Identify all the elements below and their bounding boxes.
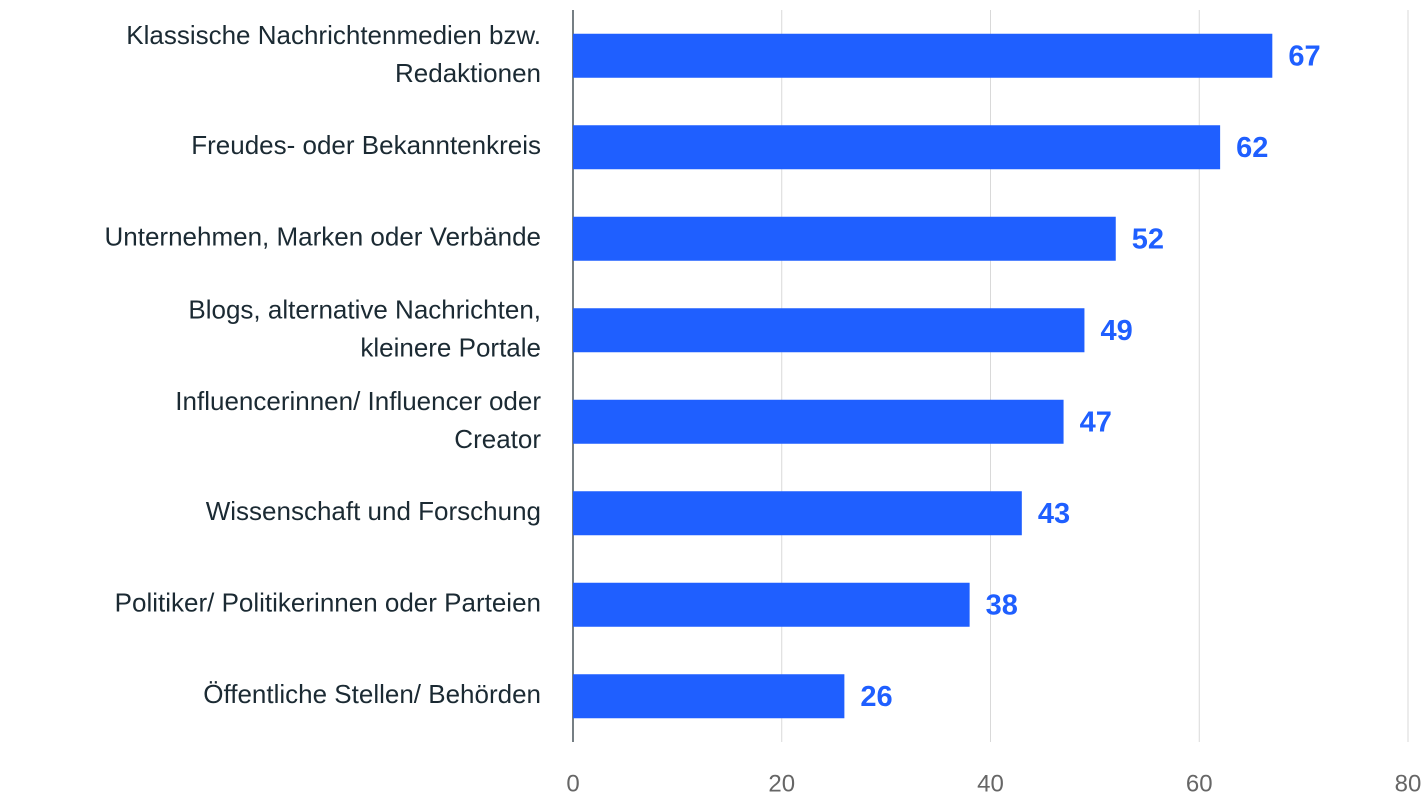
x-tick-label: 0: [566, 770, 579, 797]
bar: [573, 308, 1085, 353]
bar: [573, 582, 970, 627]
bar: [573, 216, 1116, 261]
x-tick-label: 60: [1186, 770, 1213, 797]
y-tick-label: Unternehmen, Marken oder Verbände: [105, 222, 542, 252]
value-label: 47: [1080, 406, 1112, 438]
label-line: Blogs, alternative Nachrichten,: [188, 294, 541, 324]
value-label: 49: [1100, 315, 1132, 347]
label-line: Influencerinnen/ Influencer oder: [175, 386, 541, 416]
label-line: Redaktionen: [395, 58, 541, 88]
y-tick-label: Freudes- oder Bekanntenkreis: [191, 130, 541, 160]
value-label: 38: [986, 589, 1018, 621]
label-line: Klassische Nachrichtenmedien bzw.: [126, 20, 541, 50]
x-tick-label: 20: [768, 770, 795, 797]
value-label: 67: [1288, 40, 1320, 72]
bar: [573, 491, 1022, 536]
bar: [573, 399, 1064, 444]
x-tick-label: 80: [1395, 770, 1422, 797]
y-tick-label: Blogs, alternative Nachrichten, kleinere …: [188, 294, 541, 362]
y-tick-label: Wissenschaft und Forschung: [206, 496, 541, 526]
label-line: kleinere Portale: [360, 332, 541, 362]
y-tick-label: Politiker/ Politikerinnen oder Parteien: [115, 588, 541, 618]
value-label: 52: [1132, 223, 1164, 255]
value-label: 62: [1236, 132, 1268, 164]
x-tick-label: 40: [977, 770, 1004, 797]
bar: [573, 674, 845, 719]
bar: [573, 33, 1273, 78]
y-tick-label: Klassische Nachrichtenmedien bzw. Redakti…: [126, 20, 541, 88]
y-tick-label: Influencerinnen/ Influencer oder Creator: [175, 386, 541, 454]
label-line: Creator: [454, 424, 541, 454]
value-label: 43: [1038, 498, 1070, 530]
value-label: 26: [860, 681, 892, 713]
y-tick-label: Öffentliche Stellen/ Behörden: [203, 679, 541, 709]
bar: [573, 125, 1221, 170]
